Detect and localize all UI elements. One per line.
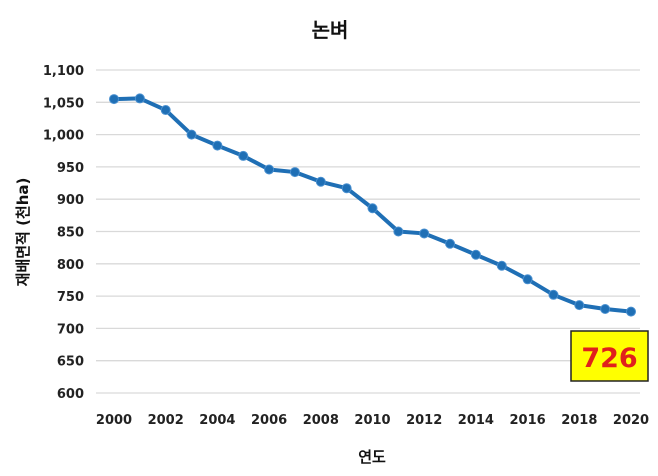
data-point [600, 304, 611, 315]
data-point [548, 289, 559, 300]
y-tick-label: 1,050 [43, 96, 84, 111]
value-annotation: 726 [570, 330, 649, 382]
y-tick-label: 750 [57, 290, 84, 305]
data-point [264, 164, 275, 175]
y-tick-label: 800 [57, 258, 84, 273]
x-tick-label: 2000 [96, 413, 132, 428]
data-point [109, 94, 119, 105]
x-tick-label: 2020 [613, 413, 649, 428]
y-tick-label: 1,000 [43, 129, 84, 144]
data-point [238, 150, 249, 161]
y-tick-label: 950 [57, 161, 84, 176]
x-tick-label: 2004 [199, 413, 235, 428]
data-point [160, 105, 171, 116]
x-tick-label: 2008 [303, 413, 339, 428]
data-point [419, 228, 430, 239]
data-point [574, 300, 585, 311]
annotation-box [570, 330, 649, 382]
data-point [626, 306, 636, 317]
annotation-text: 726 [581, 343, 637, 374]
x-axis-label: 연도 [358, 448, 386, 466]
x-tick-label: 2002 [148, 413, 184, 428]
y-tick-label: 700 [57, 322, 84, 337]
data-point [341, 183, 352, 194]
data-point [212, 140, 223, 151]
y-axis-label: 재배면적 (천ha) [14, 178, 32, 287]
data-point [522, 274, 533, 285]
x-tick-label: 2018 [561, 413, 597, 428]
data-point [315, 176, 326, 187]
y-tick-label: 1,100 [43, 64, 84, 79]
x-tick-label: 2016 [510, 413, 546, 428]
data-point [393, 226, 404, 237]
y-tick-label: 600 [57, 387, 84, 402]
chart-title: 논벼 [312, 18, 349, 42]
data-point [134, 93, 145, 104]
data-point [496, 260, 507, 271]
data-point [445, 238, 456, 249]
data-point [470, 249, 481, 260]
data-point [186, 129, 197, 140]
y-tick-label: 650 [57, 355, 84, 370]
x-tick-label: 2014 [458, 413, 494, 428]
x-tick-label: 2006 [251, 413, 287, 428]
x-tick-label: 2010 [354, 413, 390, 428]
data-point [367, 203, 378, 214]
data-point [289, 167, 300, 178]
y-tick-label: 850 [57, 226, 84, 241]
y-tick-label: 900 [57, 193, 84, 208]
x-tick-label: 2012 [406, 413, 442, 428]
